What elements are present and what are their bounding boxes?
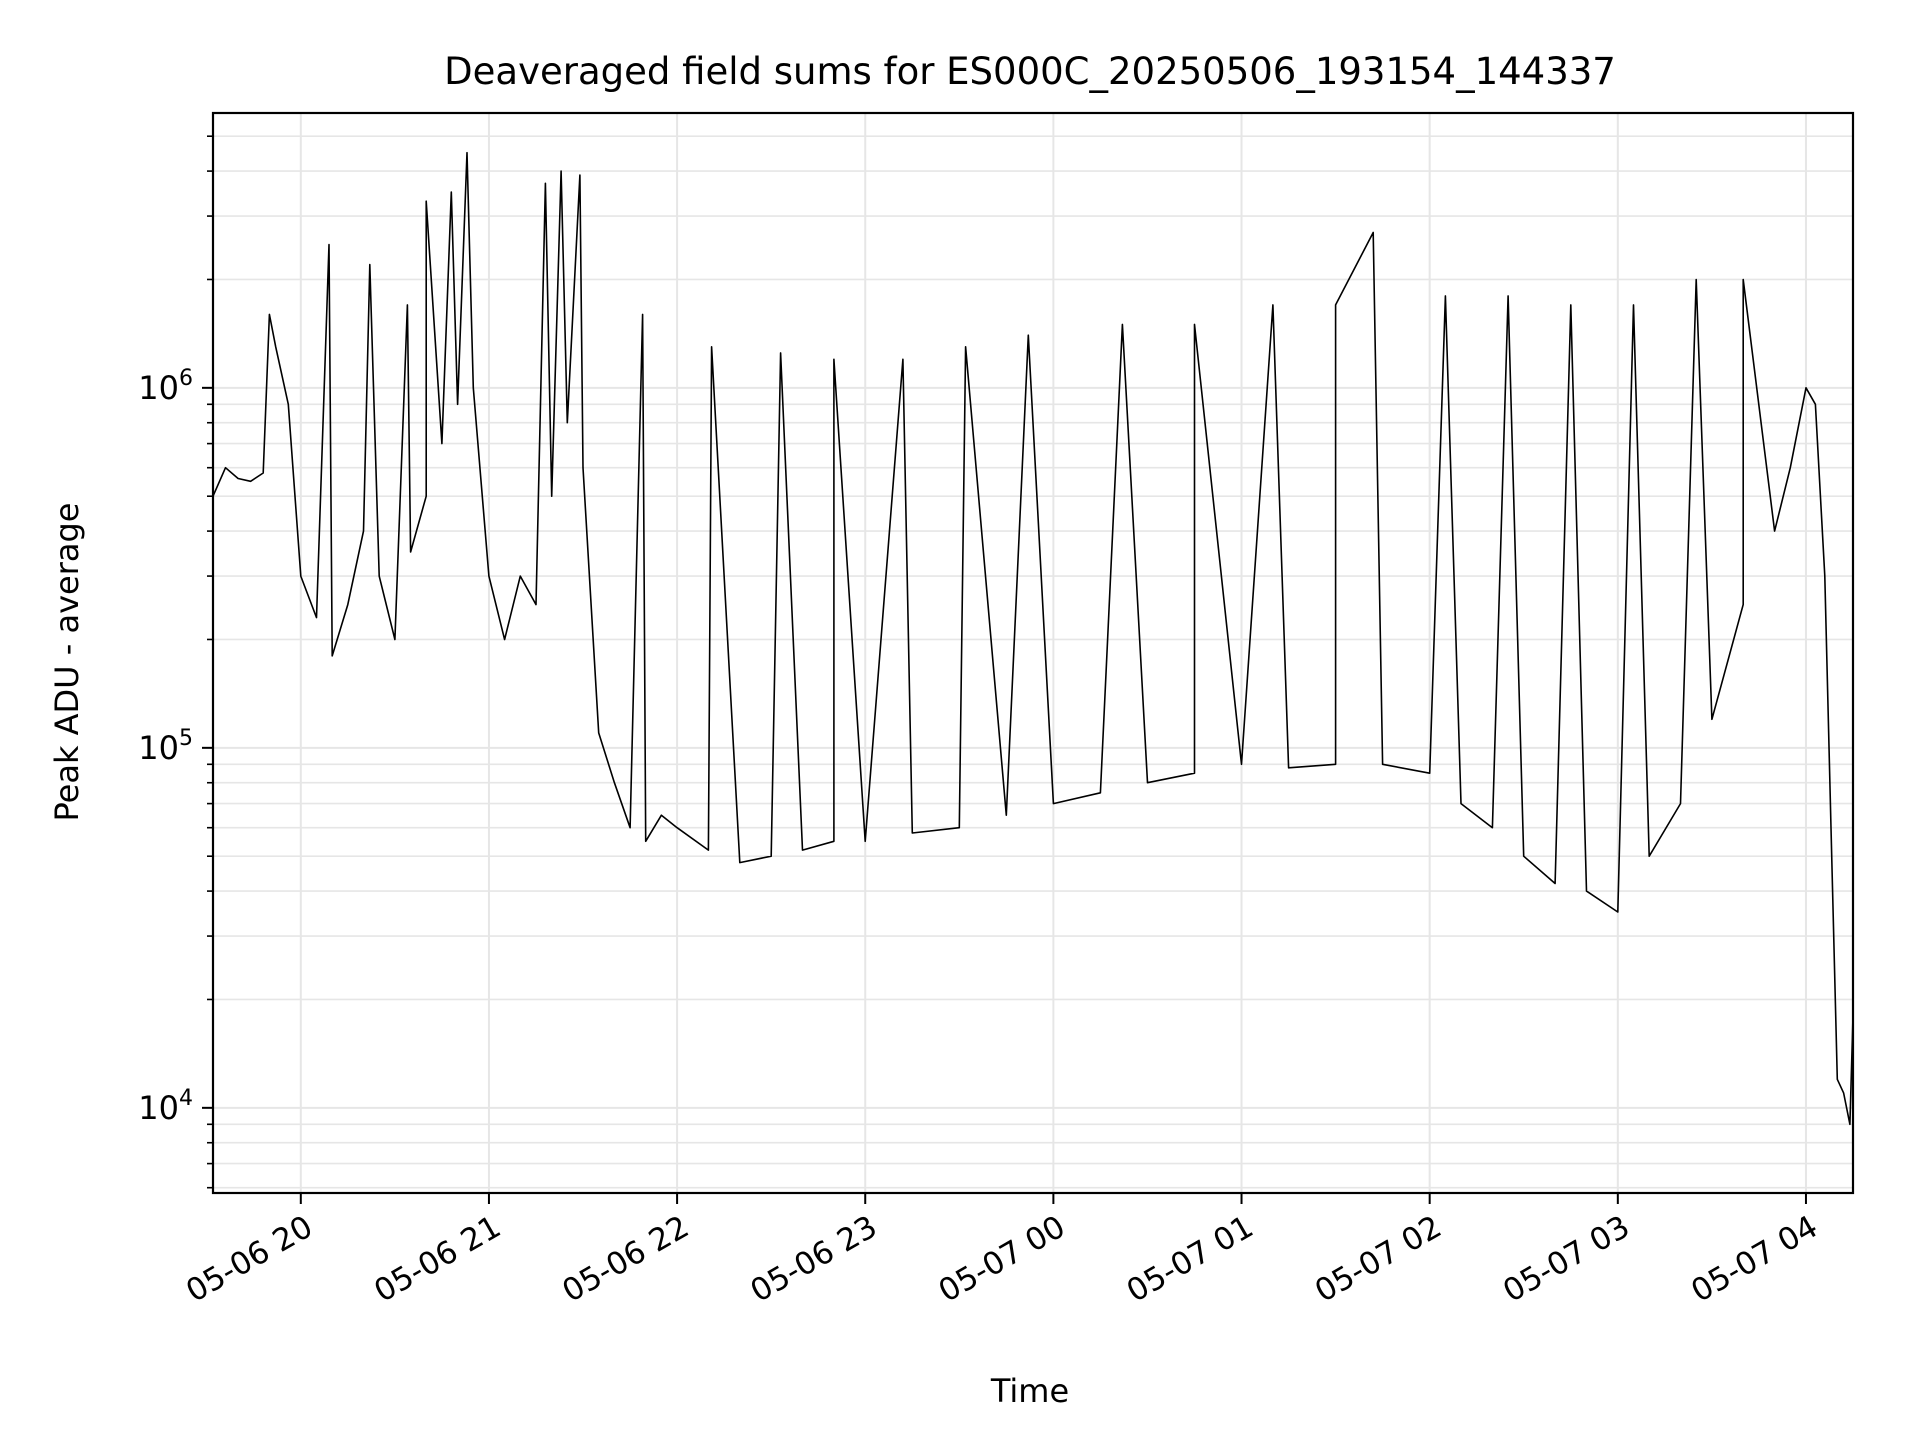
chart-title: Deaveraged field sums for ES000C_2025050… xyxy=(444,50,1616,93)
y-tick-label: 106 xyxy=(138,366,193,407)
plot-frame xyxy=(211,111,1855,1195)
series-line xyxy=(212,151,1854,1126)
grid xyxy=(213,113,1853,1193)
y-axis-label: Peak ADU - average xyxy=(48,503,86,822)
data-series-line xyxy=(212,151,1854,1126)
y-tick-label: 105 xyxy=(138,726,193,767)
y-axis: 104 105 106 xyxy=(138,135,213,1189)
x-axis-label: Time xyxy=(990,1372,1069,1410)
y-tick-label: 104 xyxy=(138,1086,193,1127)
